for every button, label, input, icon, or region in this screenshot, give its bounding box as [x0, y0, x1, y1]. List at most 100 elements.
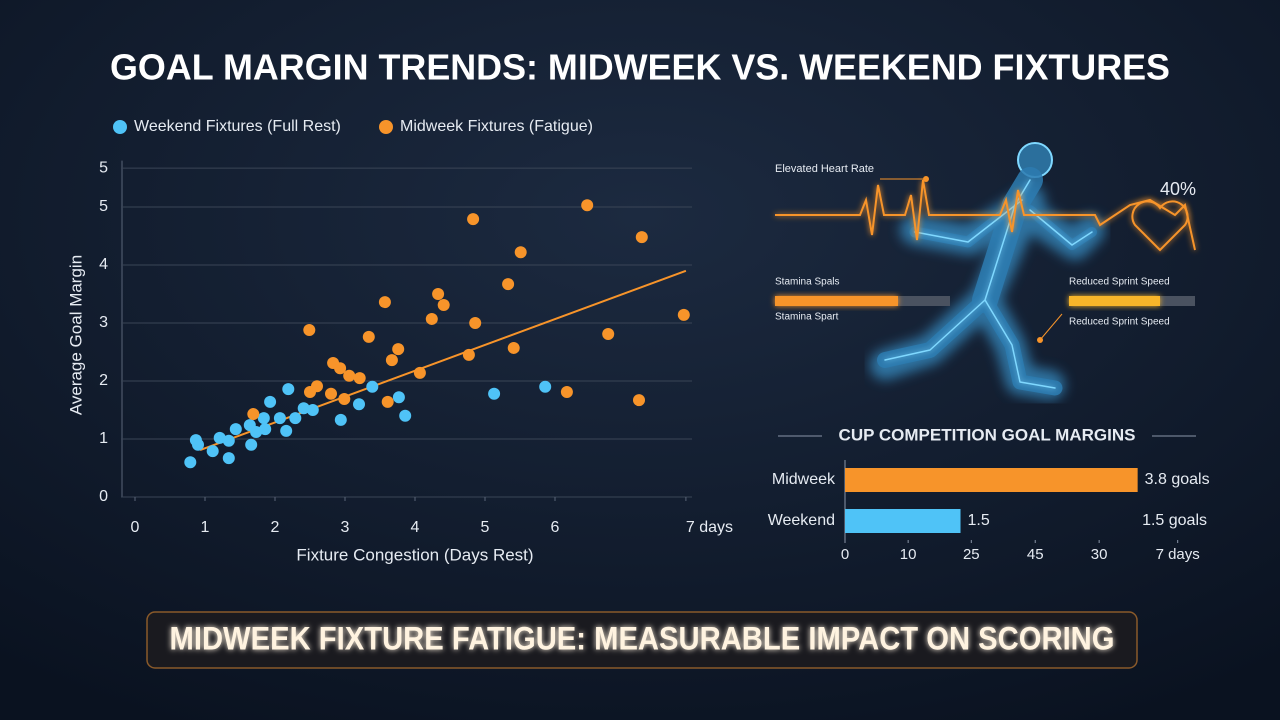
scatter-point [184, 456, 197, 469]
scatter-point [385, 354, 398, 367]
scatter-point [366, 380, 379, 393]
scatter-point [303, 323, 316, 336]
y-tick-label: 0 [99, 488, 108, 505]
x-tick-label: 25 [963, 546, 980, 563]
figure-label: Stamina Spals [775, 277, 839, 288]
scatter-point [467, 213, 480, 226]
x-tick-label: 2 [271, 519, 280, 536]
x-tick-label: 30 [1091, 546, 1108, 563]
pointer-dot [923, 176, 929, 182]
scatter-point [289, 412, 302, 425]
scatter-point [206, 445, 219, 458]
legend-swatch [379, 120, 393, 134]
scatter-point [250, 426, 263, 439]
scatter-point [488, 387, 501, 400]
scatter-point [338, 392, 351, 405]
figure-label: Reduced Sprint Speed [1069, 317, 1170, 328]
bar [845, 509, 961, 533]
gauge-fill [775, 296, 898, 306]
scatter-point [257, 412, 270, 425]
banner-box [146, 611, 1138, 669]
x-tick-label: 5 [481, 519, 490, 536]
scatter-point [602, 328, 615, 341]
banner-text: MIDWEEK FIXTURE FATIGUE: MEASURABLE IMPA… [170, 620, 1115, 656]
scatter-point [413, 366, 426, 379]
scatter-point [297, 402, 310, 415]
heart-icon [1131, 200, 1189, 252]
scatter-point [677, 308, 690, 321]
scatter-point [392, 343, 405, 356]
scatter-point [560, 386, 573, 399]
scatter-point [334, 362, 347, 375]
scatter-point [306, 404, 319, 416]
scatter-point [282, 383, 295, 396]
bar [845, 468, 1138, 492]
value-label: 3.8 goals [1145, 471, 1210, 488]
y-tick-label: 3 [99, 314, 108, 331]
category-label: Weekend [768, 512, 835, 529]
x-tick-label: 0 [841, 546, 849, 563]
annotation: 1.5 [968, 512, 990, 529]
scatter-point [425, 312, 438, 325]
value-label: 1.5 goals [1142, 512, 1207, 529]
scatter-point [259, 423, 272, 436]
scatter-point [247, 408, 260, 421]
scatter-point [280, 424, 293, 437]
x-tick-label: 6 [551, 519, 560, 536]
x-tick-label: 0 [131, 519, 140, 536]
scatter-point [245, 438, 258, 451]
scatter-point [264, 395, 277, 408]
scatter-point [362, 330, 375, 343]
page-title: GOAL MARGIN TRENDS: MIDWEEK VS. WEEKEND … [110, 47, 1170, 88]
legend-swatch [113, 120, 127, 134]
y-tick-label: 5 [99, 198, 108, 215]
scatter-point [222, 434, 235, 447]
scatter-point [392, 391, 405, 404]
x-tick-label: 4 [411, 519, 420, 536]
runner-figure [870, 142, 1105, 400]
scatter-point [378, 296, 391, 309]
x-axis-label: Fixture Congestion (Days Rest) [296, 545, 533, 564]
y-tick-label: 4 [99, 256, 108, 273]
scatter-point [334, 413, 347, 426]
y-tick-label: 5 [99, 159, 108, 176]
figure-value: 40% [1160, 179, 1196, 199]
heart-rate-line [775, 179, 1196, 251]
y-tick-label: 2 [99, 372, 108, 389]
x-tick-label: 7 days [686, 519, 733, 536]
scatter-point [399, 409, 412, 422]
category-label: Midweek [772, 471, 836, 488]
chart-title: CUP COMPETITION GOAL MARGINS [839, 425, 1136, 444]
x-tick-label: 1 [201, 519, 210, 536]
figure-label: Elevated Heart Rate [775, 163, 874, 175]
scatter-point [633, 394, 645, 407]
scatter-point [325, 387, 337, 400]
scatter-point [462, 348, 475, 361]
x-tick-label: 7 days [1156, 546, 1200, 563]
scatter-point [311, 380, 323, 393]
scatter-point [273, 412, 286, 425]
scatter-point [229, 423, 242, 436]
pointer-line [1039, 313, 1063, 341]
scatter-point [222, 452, 235, 465]
scatter-point [343, 369, 356, 382]
y-axis-label: Average Goal Margin [66, 255, 85, 415]
scatter-point [353, 398, 365, 411]
x-tick-label: 45 [1027, 546, 1044, 563]
figure-label: Reduced Sprint Speed [1069, 277, 1170, 288]
figure-label: Stamina Spart [775, 312, 839, 323]
legend-label: Weekend Fixtures (Full Rest) [134, 118, 341, 135]
scatter-point [432, 288, 445, 300]
scatter-point [635, 231, 648, 244]
scatter-point [539, 380, 552, 393]
scatter-point [469, 317, 482, 329]
y-tick-label: 1 [99, 430, 108, 447]
gauge-fill [1069, 296, 1160, 306]
x-tick-label: 10 [900, 546, 917, 563]
scatter-point [581, 199, 594, 212]
scatter-point [381, 395, 394, 408]
scatter-point [507, 341, 520, 354]
